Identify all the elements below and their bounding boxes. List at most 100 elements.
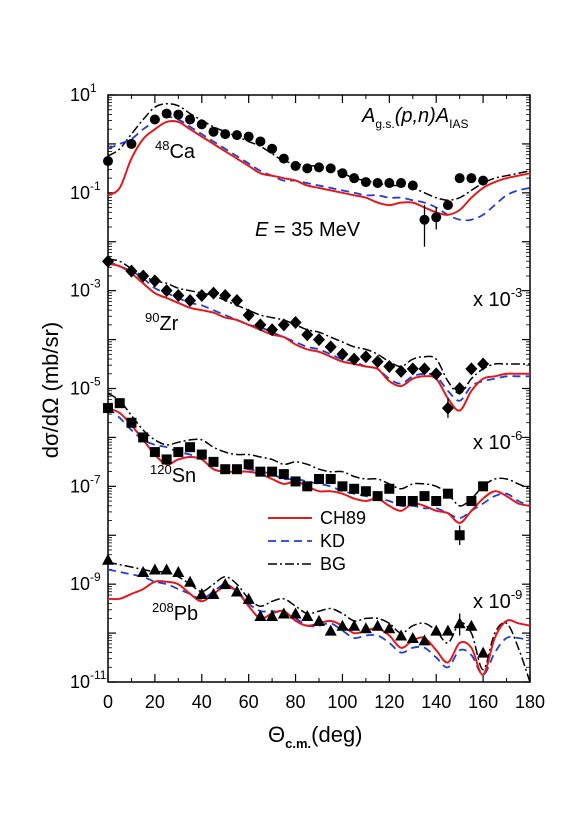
- nucleus-mass: 48: [155, 138, 169, 153]
- data-point-90zr: [148, 274, 161, 288]
- data-points: [102, 108, 490, 658]
- data-point-120sn: [173, 447, 184, 458]
- data-point-120sn: [325, 473, 336, 484]
- data-point-208pb: [160, 563, 173, 575]
- data-point-120sn: [349, 483, 360, 494]
- data-point-208pb: [348, 619, 361, 631]
- data-point-120sn: [149, 447, 160, 458]
- data-point-90zr: [348, 352, 361, 366]
- data-point-48ca: [185, 114, 196, 125]
- data-point-120sn: [290, 476, 301, 487]
- data-point-208pb: [230, 585, 243, 597]
- y-tick-label: 10-5: [70, 375, 101, 399]
- y-tick-label: 10-9: [70, 570, 101, 594]
- curve-ch89-120sn: [107, 407, 531, 524]
- data-point-90zr: [242, 308, 255, 322]
- curve-ch89-90zr: [107, 262, 530, 412]
- data-point-208pb: [301, 609, 314, 621]
- data-point-120sn: [161, 454, 172, 465]
- data-point-120sn: [302, 481, 313, 492]
- y-tick-label: 10-3: [70, 277, 101, 301]
- data-point-48ca: [173, 109, 184, 120]
- x-tick-label: 80: [286, 692, 306, 712]
- data-point-120sn: [372, 491, 383, 502]
- data-point-208pb: [395, 629, 408, 641]
- data-point-208pb: [430, 624, 443, 636]
- data-point-90zr: [477, 357, 490, 371]
- x-tick-label: 40: [192, 692, 212, 712]
- data-point-48ca: [396, 178, 407, 189]
- nucleus-mass: 208: [152, 600, 174, 615]
- data-point-48ca: [478, 175, 489, 186]
- reaction-sub-2: IAS: [449, 117, 468, 131]
- data-point-48ca: [419, 214, 430, 225]
- data-point-48ca: [126, 138, 137, 149]
- curve-bg-48ca: [107, 103, 531, 201]
- data-point-90zr: [301, 328, 314, 342]
- data-point-90zr: [453, 382, 466, 395]
- data-point-208pb: [207, 587, 220, 599]
- x-tick-label: 120: [374, 692, 404, 712]
- data-point-90zr: [359, 350, 372, 364]
- data-point-90zr: [172, 289, 185, 303]
- data-point-90zr: [465, 362, 478, 376]
- energy-label: E = 35 MeV: [255, 219, 361, 241]
- reaction-label: Ag.s.(p,n)AIAS: [361, 105, 469, 131]
- data-point-208pb: [137, 565, 150, 577]
- data-point-208pb: [477, 646, 490, 658]
- data-point-120sn: [454, 530, 465, 541]
- data-point-208pb: [102, 553, 114, 565]
- scale-label-sn: x 10-6: [473, 428, 522, 454]
- data-point-208pb: [324, 624, 337, 636]
- data-point-120sn: [407, 496, 418, 507]
- data-point-208pb: [465, 619, 478, 631]
- y-tick-label: 101: [70, 81, 97, 105]
- data-point-48ca: [325, 163, 336, 174]
- curve-ch89-48ca: [107, 120, 531, 216]
- data-point-90zr: [383, 359, 396, 373]
- data-point-48ca: [231, 130, 242, 141]
- data-point-90zr: [125, 264, 138, 278]
- data-point-208pb: [406, 631, 419, 643]
- x-tick-label: 0: [103, 692, 113, 712]
- nucleus-symbol: Zr: [159, 313, 178, 335]
- data-point-208pb: [371, 619, 384, 631]
- data-point-90zr: [254, 318, 267, 332]
- data-point-208pb: [277, 607, 290, 619]
- data-point-48ca: [372, 178, 383, 189]
- data-point-48ca: [255, 136, 266, 147]
- x-tick-label: 20: [145, 692, 165, 712]
- data-point-90zr: [230, 293, 243, 307]
- legend-label-kd: KD: [320, 531, 345, 551]
- nucleus-label-zr: 90Zr: [145, 310, 179, 335]
- x-tick-label: 180: [515, 692, 545, 712]
- nucleus-symbol: Sn: [172, 465, 196, 487]
- nucleus-label-sn: 120Sn: [150, 462, 196, 487]
- data-point-48ca: [442, 200, 453, 211]
- data-point-48ca: [384, 178, 395, 189]
- y-tick-label: 10-11: [70, 668, 107, 692]
- data-point-90zr: [395, 364, 408, 378]
- data-point-208pb: [418, 634, 431, 646]
- data-point-208pb: [313, 614, 325, 626]
- nucleus-mass: 120: [150, 462, 172, 477]
- data-point-48ca: [360, 177, 371, 188]
- x-axis-symbol: Θ: [268, 722, 285, 747]
- data-point-120sn: [255, 466, 266, 477]
- data-point-208pb: [383, 622, 396, 634]
- axis-ticks: 0 20 40 60 80 100 120 140 160 180 101 10-1 10-3 10-5 1…: [70, 81, 545, 712]
- data-point-90zr: [371, 355, 384, 369]
- scale-exp: -6: [511, 428, 523, 443]
- data-point-90zr: [266, 323, 279, 337]
- data-point-48ca: [103, 156, 113, 167]
- data-point-120sn: [208, 456, 219, 467]
- data-point-208pb: [219, 578, 232, 590]
- data-point-90zr: [219, 289, 232, 303]
- data-point-48ca: [278, 153, 289, 164]
- scale-text: x 10: [473, 432, 511, 454]
- data-point-90zr: [160, 284, 173, 298]
- data-point-208pb: [359, 622, 372, 634]
- reaction-nucleus-1: A: [361, 105, 375, 127]
- legend: CH89 KD BG: [268, 508, 366, 574]
